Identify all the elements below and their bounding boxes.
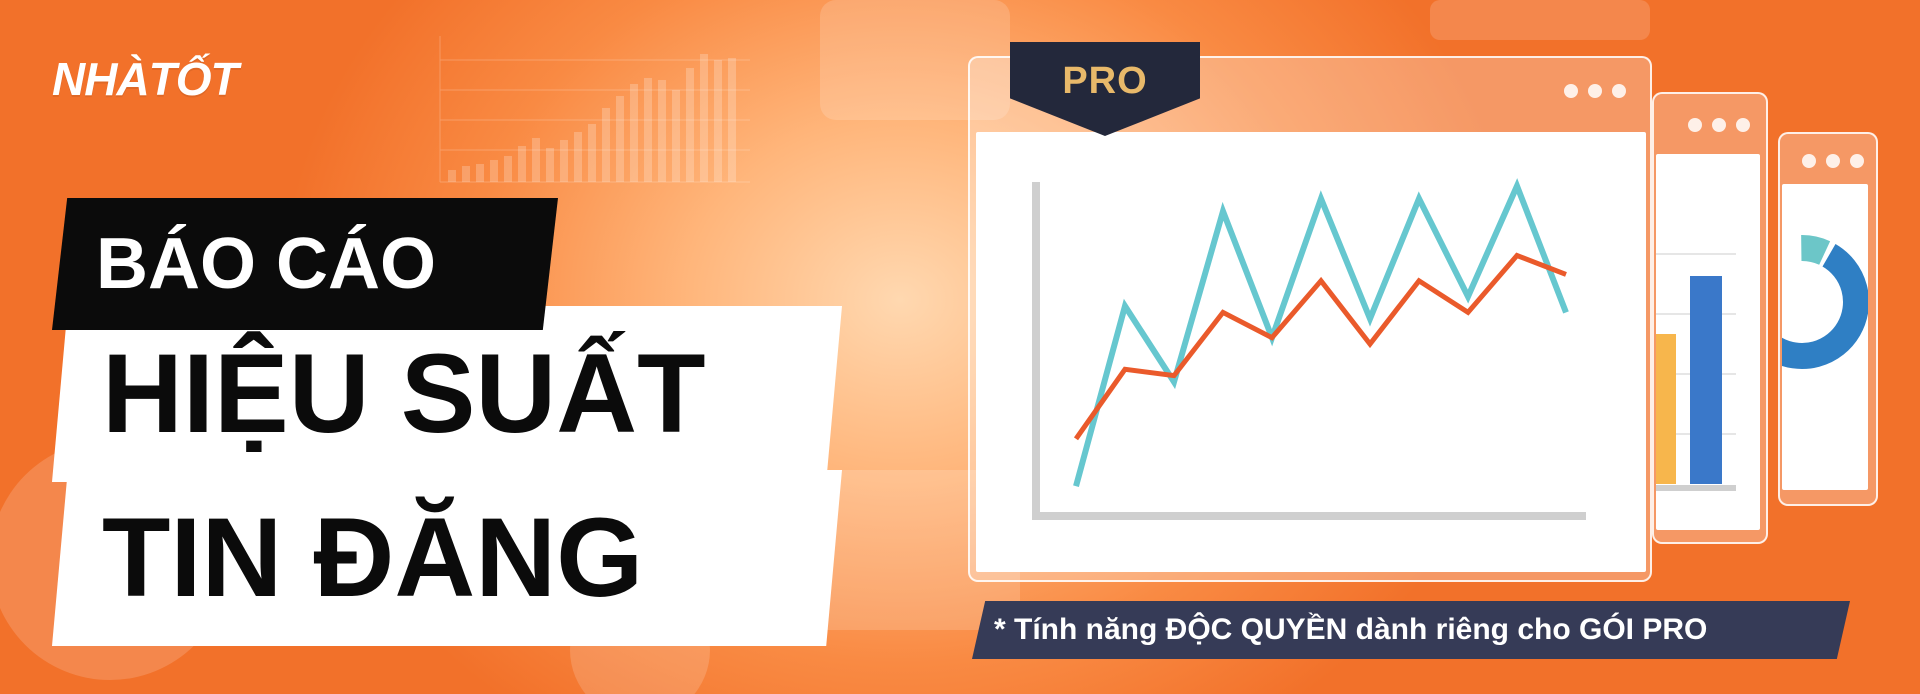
pro-badge-label: PRO — [1062, 60, 1148, 102]
headline-band-2: HIỆU SUẤT — [52, 306, 842, 482]
report-window-bars — [1652, 92, 1768, 544]
headline-band-1: BÁO CÁO — [52, 198, 558, 330]
footnote-text: * Tính năng ĐỘC QUYỀN dành riêng cho GÓI… — [994, 613, 1708, 646]
bar-yellow — [1656, 334, 1676, 484]
footnote-banner: * Tính năng ĐỘC QUYỀN dành riêng cho GÓI… — [972, 601, 1850, 659]
donut-canvas — [1735, 184, 1869, 490]
line-chart-canvas — [976, 132, 1646, 572]
line-chart — [1032, 178, 1586, 520]
report-window-donut — [1735, 132, 1878, 506]
report-window-main — [968, 56, 1652, 582]
window-dots — [1688, 118, 1750, 132]
bar-chart — [1656, 253, 1736, 491]
donut-chart — [1735, 235, 1869, 369]
bar-canvas — [1656, 154, 1760, 530]
headline-band-3: TIN ĐĂNG — [52, 470, 842, 646]
window-dots — [1802, 154, 1864, 168]
series-line-1 — [1073, 178, 1569, 487]
bar-blue — [1690, 276, 1722, 484]
headline-line-1: BÁO CÁO — [96, 224, 436, 304]
headline-line-2: HIỆU SUẤT — [102, 331, 706, 456]
headline-line-3: TIN ĐĂNG — [102, 495, 644, 620]
window-dots — [1564, 84, 1626, 98]
brand-logo: NHÀTỐT — [52, 53, 239, 105]
